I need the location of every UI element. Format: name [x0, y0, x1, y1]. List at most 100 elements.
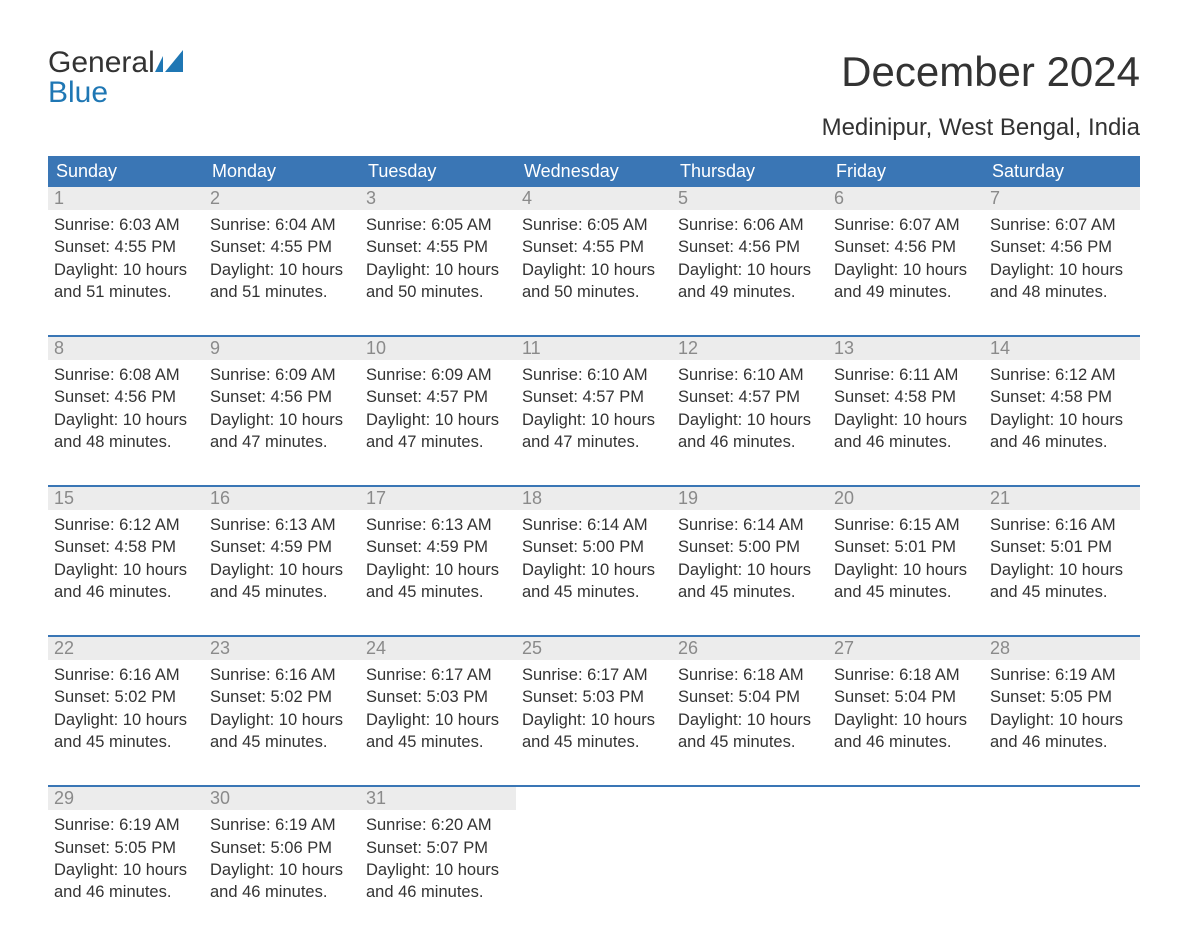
daylight-line: Daylight: 10 hours and 51 minutes.: [54, 259, 198, 304]
calendar-day: [516, 787, 672, 903]
daylight-line: Daylight: 10 hours and 46 minutes.: [990, 709, 1134, 754]
calendar-day: 25Sunrise: 6:17 AMSunset: 5:03 PMDayligh…: [516, 637, 672, 753]
sunset-line: Sunset: 5:01 PM: [834, 536, 978, 558]
daylight-line: Daylight: 10 hours and 47 minutes.: [366, 409, 510, 454]
day-details: Sunrise: 6:08 AMSunset: 4:56 PMDaylight:…: [48, 360, 204, 453]
day-details: Sunrise: 6:10 AMSunset: 4:57 PMDaylight:…: [672, 360, 828, 453]
sunrise-line: Sunrise: 6:12 AM: [54, 514, 198, 536]
day-details: Sunrise: 6:05 AMSunset: 4:55 PMDaylight:…: [516, 210, 672, 303]
daylight-line: Daylight: 10 hours and 45 minutes.: [54, 709, 198, 754]
calendar-day: [828, 787, 984, 903]
header: General Blue December 2024: [48, 48, 1140, 108]
sunset-line: Sunset: 4:58 PM: [834, 386, 978, 408]
sunrise-line: Sunrise: 6:16 AM: [54, 664, 198, 686]
sunrise-line: Sunrise: 6:14 AM: [522, 514, 666, 536]
day-number: 14: [984, 337, 1140, 360]
day-details: Sunrise: 6:04 AMSunset: 4:55 PMDaylight:…: [204, 210, 360, 303]
sunset-line: Sunset: 5:05 PM: [54, 837, 198, 859]
daylight-line: Daylight: 10 hours and 45 minutes.: [678, 709, 822, 754]
sunset-line: Sunset: 4:55 PM: [210, 236, 354, 258]
day-details: Sunrise: 6:11 AMSunset: 4:58 PMDaylight:…: [828, 360, 984, 453]
sunset-line: Sunset: 5:03 PM: [366, 686, 510, 708]
calendar-day: 15Sunrise: 6:12 AMSunset: 4:58 PMDayligh…: [48, 487, 204, 603]
daylight-line: Daylight: 10 hours and 45 minutes.: [210, 559, 354, 604]
daylight-line: Daylight: 10 hours and 48 minutes.: [990, 259, 1134, 304]
sunset-line: Sunset: 5:00 PM: [522, 536, 666, 558]
sunset-line: Sunset: 4:56 PM: [678, 236, 822, 258]
day-details: Sunrise: 6:09 AMSunset: 4:57 PMDaylight:…: [360, 360, 516, 453]
calendar-day: 9Sunrise: 6:09 AMSunset: 4:56 PMDaylight…: [204, 337, 360, 453]
sunset-line: Sunset: 5:01 PM: [990, 536, 1134, 558]
sunrise-line: Sunrise: 6:19 AM: [54, 814, 198, 836]
day-number: 1: [48, 187, 204, 210]
calendar-day: 27Sunrise: 6:18 AMSunset: 5:04 PMDayligh…: [828, 637, 984, 753]
sunrise-line: Sunrise: 6:07 AM: [990, 214, 1134, 236]
calendar-day: 8Sunrise: 6:08 AMSunset: 4:56 PMDaylight…: [48, 337, 204, 453]
sunrise-line: Sunrise: 6:20 AM: [366, 814, 510, 836]
day-number: 29: [48, 787, 204, 810]
calendar-week: 8Sunrise: 6:08 AMSunset: 4:56 PMDaylight…: [48, 335, 1140, 485]
daylight-line: Daylight: 10 hours and 45 minutes.: [366, 559, 510, 604]
day-number: 6: [828, 187, 984, 210]
sunrise-line: Sunrise: 6:06 AM: [678, 214, 822, 236]
sunrise-line: Sunrise: 6:05 AM: [366, 214, 510, 236]
calendar-day: [984, 787, 1140, 903]
sunrise-line: Sunrise: 6:09 AM: [366, 364, 510, 386]
day-details: Sunrise: 6:16 AMSunset: 5:02 PMDaylight:…: [204, 660, 360, 753]
calendar-week: 29 Sunrise: 6:19 AMSunset: 5:05 PMDayligh…: [48, 785, 1140, 935]
sunrise-line: Sunrise: 6:14 AM: [678, 514, 822, 536]
daylight-line: Daylight: 10 hours and 45 minutes.: [522, 709, 666, 754]
day-details: Sunrise: 6:12 AMSunset: 4:58 PMDaylight:…: [984, 360, 1140, 453]
calendar-day: 7Sunrise: 6:07 AMSunset: 4:56 PMDaylight…: [984, 187, 1140, 303]
daylight-line: Daylight: 10 hours and 46 minutes.: [54, 559, 198, 604]
day-number: 22: [48, 637, 204, 660]
day-details: Sunrise: 6:10 AMSunset: 4:57 PMDaylight:…: [516, 360, 672, 453]
sunset-line: Sunset: 5:06 PM: [210, 837, 354, 859]
day-number: 16: [204, 487, 360, 510]
day-details: Sunrise: 6:13 AMSunset: 4:59 PMDaylight:…: [204, 510, 360, 603]
day-details: Sunrise: 6:14 AMSunset: 5:00 PMDaylight:…: [516, 510, 672, 603]
calendar-day: 12Sunrise: 6:10 AMSunset: 4:57 PMDayligh…: [672, 337, 828, 453]
day-number: 10: [360, 337, 516, 360]
daylight-line: Daylight: 10 hours and 49 minutes.: [678, 259, 822, 304]
calendar: SundayMondayTuesdayWednesdayThursdayFrid…: [48, 156, 1140, 935]
calendar-day: 4Sunrise: 6:05 AMSunset: 4:55 PMDaylight…: [516, 187, 672, 303]
day-details: Sunrise: 6:13 AMSunset: 4:59 PMDaylight:…: [360, 510, 516, 603]
daylight-line: Daylight: 10 hours and 47 minutes.: [522, 409, 666, 454]
day-details: Sunrise: 6:07 AMSunset: 4:56 PMDaylight:…: [984, 210, 1140, 303]
sunset-line: Sunset: 4:56 PM: [990, 236, 1134, 258]
day-details: Sunrise: 6:17 AMSunset: 5:03 PMDaylight:…: [360, 660, 516, 753]
sunrise-line: Sunrise: 6:03 AM: [54, 214, 198, 236]
brand-word1: General: [48, 46, 155, 79]
calendar-day: 5Sunrise: 6:06 AMSunset: 4:56 PMDaylight…: [672, 187, 828, 303]
day-number: 12: [672, 337, 828, 360]
sunrise-line: Sunrise: 6:05 AM: [522, 214, 666, 236]
calendar-day: 16Sunrise: 6:13 AMSunset: 4:59 PMDayligh…: [204, 487, 360, 603]
daylight-line: Daylight: 10 hours and 51 minutes.: [210, 259, 354, 304]
calendar-day: 28Sunrise: 6:19 AMSunset: 5:05 PMDayligh…: [984, 637, 1140, 753]
calendar-day: 10Sunrise: 6:09 AMSunset: 4:57 PMDayligh…: [360, 337, 516, 453]
day-details: Sunrise: 6:06 AMSunset: 4:56 PMDaylight:…: [672, 210, 828, 303]
sunset-line: Sunset: 5:02 PM: [54, 686, 198, 708]
sunrise-line: Sunrise: 6:19 AM: [990, 664, 1134, 686]
weekday-header: Thursday: [672, 156, 828, 187]
calendar-day: 20Sunrise: 6:15 AMSunset: 5:01 PMDayligh…: [828, 487, 984, 603]
sunset-line: Sunset: 4:55 PM: [54, 236, 198, 258]
daylight-line: Daylight: 10 hours and 46 minutes.: [54, 859, 198, 904]
day-details: Sunrise: 6:19 AMSunset: 5:06 PMDaylight:…: [204, 810, 360, 903]
daylight-line: Daylight: 10 hours and 46 minutes.: [990, 409, 1134, 454]
calendar-day: 24Sunrise: 6:17 AMSunset: 5:03 PMDayligh…: [360, 637, 516, 753]
daylight-line: Daylight: 10 hours and 46 minutes.: [678, 409, 822, 454]
sunset-line: Sunset: 4:58 PM: [54, 536, 198, 558]
day-details: Sunrise: 6:14 AMSunset: 5:00 PMDaylight:…: [672, 510, 828, 603]
calendar-day: 26Sunrise: 6:18 AMSunset: 5:04 PMDayligh…: [672, 637, 828, 753]
calendar-day: 22 Sunrise: 6:16 AMSunset: 5:02 PMDayligh…: [48, 637, 204, 753]
day-number: 17: [360, 487, 516, 510]
calendar-day: 14Sunrise: 6:12 AMSunset: 4:58 PMDayligh…: [984, 337, 1140, 453]
day-number: 8: [48, 337, 204, 360]
day-details: Sunrise: 6:20 AMSunset: 5:07 PMDaylight:…: [360, 810, 516, 903]
calendar-day: 17Sunrise: 6:13 AMSunset: 4:59 PMDayligh…: [360, 487, 516, 603]
sunset-line: Sunset: 4:55 PM: [522, 236, 666, 258]
daylight-line: Daylight: 10 hours and 45 minutes.: [210, 709, 354, 754]
calendar-day: [672, 787, 828, 903]
